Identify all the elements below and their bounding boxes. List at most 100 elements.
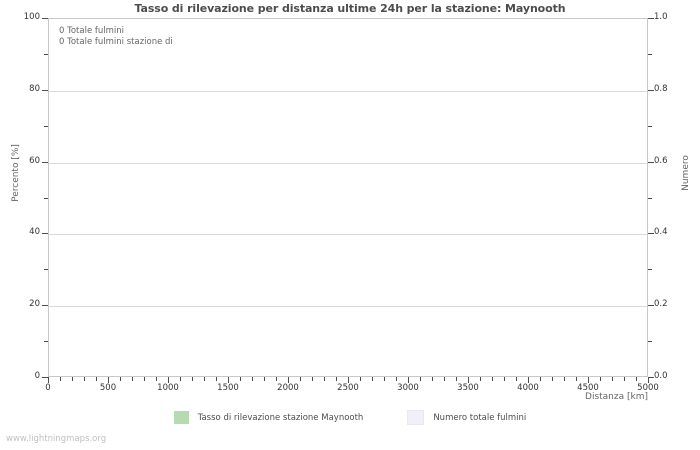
x-axis-tick-minor [552, 377, 553, 381]
legend-entry[interactable]: Numero totale fulmini [407, 410, 526, 425]
y-axis-left-tick-major [42, 377, 48, 378]
x-axis-tick-label: 0 [45, 383, 51, 393]
x-axis-tick-minor [144, 377, 145, 381]
chart-title: Tasso di rilevazione per distanza ultime… [134, 2, 566, 15]
x-axis-tick-label: 2500 [337, 383, 359, 393]
x-axis-tick-major [588, 377, 589, 383]
x-axis-tick-minor [516, 377, 517, 381]
y-axis-right-tick-minor [648, 269, 652, 270]
y-axis-left-tick-major [42, 162, 48, 163]
x-axis-tick-major [648, 377, 649, 383]
x-axis-tick-minor [612, 377, 613, 381]
y-axis-right-title: Numero [681, 155, 691, 191]
x-axis-tick-minor [192, 377, 193, 381]
x-axis-tick-minor [600, 377, 601, 381]
plot-area: 0 Totale fulmini 0 Totale fulmini stazio… [48, 18, 648, 377]
y-axis-right-tick-label: 1.0 [654, 12, 668, 22]
y-axis-right-tick-major [648, 305, 654, 306]
gridline-horizontal [49, 306, 647, 307]
x-axis-tick-minor [336, 377, 337, 381]
legend-swatch-icon [173, 411, 189, 424]
x-axis-tick-minor [504, 377, 505, 381]
y-axis-right-tick-label: 0.4 [654, 227, 668, 237]
x-axis-tick-minor [252, 377, 253, 381]
x-axis-tick-minor [216, 377, 217, 381]
y-axis-left-tick-major [42, 18, 48, 19]
y-axis-right-tick-label: 0.8 [654, 84, 668, 94]
x-axis-tick-minor [360, 377, 361, 381]
x-axis-title: Distanza [km] [585, 392, 648, 402]
x-axis-tick-minor [324, 377, 325, 381]
gridline-horizontal [49, 91, 647, 92]
y-axis-left-title: Percento [%] [11, 144, 21, 202]
y-axis-right-tick-major [648, 233, 654, 234]
x-axis-tick-major [168, 377, 169, 383]
x-axis-tick-label: 1500 [217, 383, 239, 393]
x-axis-tick-minor [564, 377, 565, 381]
x-axis-tick-label: 3500 [457, 383, 479, 393]
x-axis-tick-minor [84, 377, 85, 381]
x-axis-tick-minor [156, 377, 157, 381]
x-axis-tick-label: 2000 [277, 383, 299, 393]
x-axis-tick-minor [204, 377, 205, 381]
legend-swatch-icon [407, 410, 425, 425]
x-axis-tick-minor [180, 377, 181, 381]
x-axis-tick-major [348, 377, 349, 383]
x-axis-tick-label: 500 [99, 383, 117, 393]
x-axis-tick-major [528, 377, 529, 383]
y-axis-left-tick-label: 40 [29, 227, 40, 237]
x-axis-tick-minor [576, 377, 577, 381]
x-axis-tick-minor [384, 377, 385, 381]
footer-watermark: www.lightningmaps.org [6, 434, 107, 444]
y-axis-left-tick-major [42, 305, 48, 306]
gridline-horizontal [49, 163, 647, 164]
y-axis-left-tick-minor [44, 54, 48, 55]
annotation-line-total-fulmini-stazione: 0 Totale fulmini stazione di [59, 37, 173, 47]
y-axis-right-tick-major [648, 18, 654, 19]
x-axis-tick-minor [624, 377, 625, 381]
y-axis-right-tick-major [648, 377, 654, 378]
legend-entry[interactable]: Tasso di rilevazione stazione Maynooth [173, 411, 363, 424]
y-axis-right-tick-label: 0.6 [654, 156, 668, 166]
x-axis-tick-major [48, 377, 49, 383]
x-axis-tick-major [468, 377, 469, 383]
y-axis-left-tick-label: 100 [23, 12, 40, 22]
x-axis-tick-minor [72, 377, 73, 381]
x-axis-tick-minor [264, 377, 265, 381]
y-axis-right-tick-minor [648, 54, 652, 55]
y-axis-left-tick-label: 0 [34, 371, 40, 381]
x-axis-tick-major [228, 377, 229, 383]
y-axis-right-tick-minor [648, 198, 652, 199]
y-axis-right-tick-major [648, 162, 654, 163]
x-axis-tick-label: 3000 [397, 383, 419, 393]
y-axis-right-tick-label: 0.0 [654, 371, 668, 381]
x-axis-tick-minor [396, 377, 397, 381]
legend-label: Numero totale fulmini [433, 412, 527, 423]
x-axis-tick-label: 1000 [157, 383, 179, 393]
x-axis-tick-minor [432, 377, 433, 381]
x-axis-tick-minor [372, 377, 373, 381]
x-axis-tick-minor [300, 377, 301, 381]
y-axis-right-tick-minor [648, 341, 652, 342]
x-axis-tick-label: 4000 [517, 383, 539, 393]
x-axis-tick-minor [312, 377, 313, 381]
y-axis-left-tick-label: 80 [29, 84, 40, 94]
x-axis-tick-minor [456, 377, 457, 381]
x-axis-tick-minor [636, 377, 637, 381]
chart-legend: Tasso di rilevazione stazione Maynooth Nu… [0, 410, 700, 425]
y-axis-right-tick-minor [648, 126, 652, 127]
x-axis-tick-label: 4500 [577, 383, 599, 393]
y-axis-left-tick-minor [44, 341, 48, 342]
y-axis-right-tick-label: 0.2 [654, 299, 668, 309]
x-axis-tick-major [288, 377, 289, 383]
y-axis-left-tick-minor [44, 126, 48, 127]
x-axis-tick-major [408, 377, 409, 383]
y-axis-left-tick-minor [44, 198, 48, 199]
x-axis-tick-minor [132, 377, 133, 381]
y-axis-left-tick-major [42, 233, 48, 234]
x-axis-tick-major [108, 377, 109, 383]
x-axis-tick-minor [480, 377, 481, 381]
x-axis-tick-minor [444, 377, 445, 381]
x-axis-tick-minor [96, 377, 97, 381]
annotation-line-total-fulmini: 0 Totale fulmini [59, 26, 125, 36]
